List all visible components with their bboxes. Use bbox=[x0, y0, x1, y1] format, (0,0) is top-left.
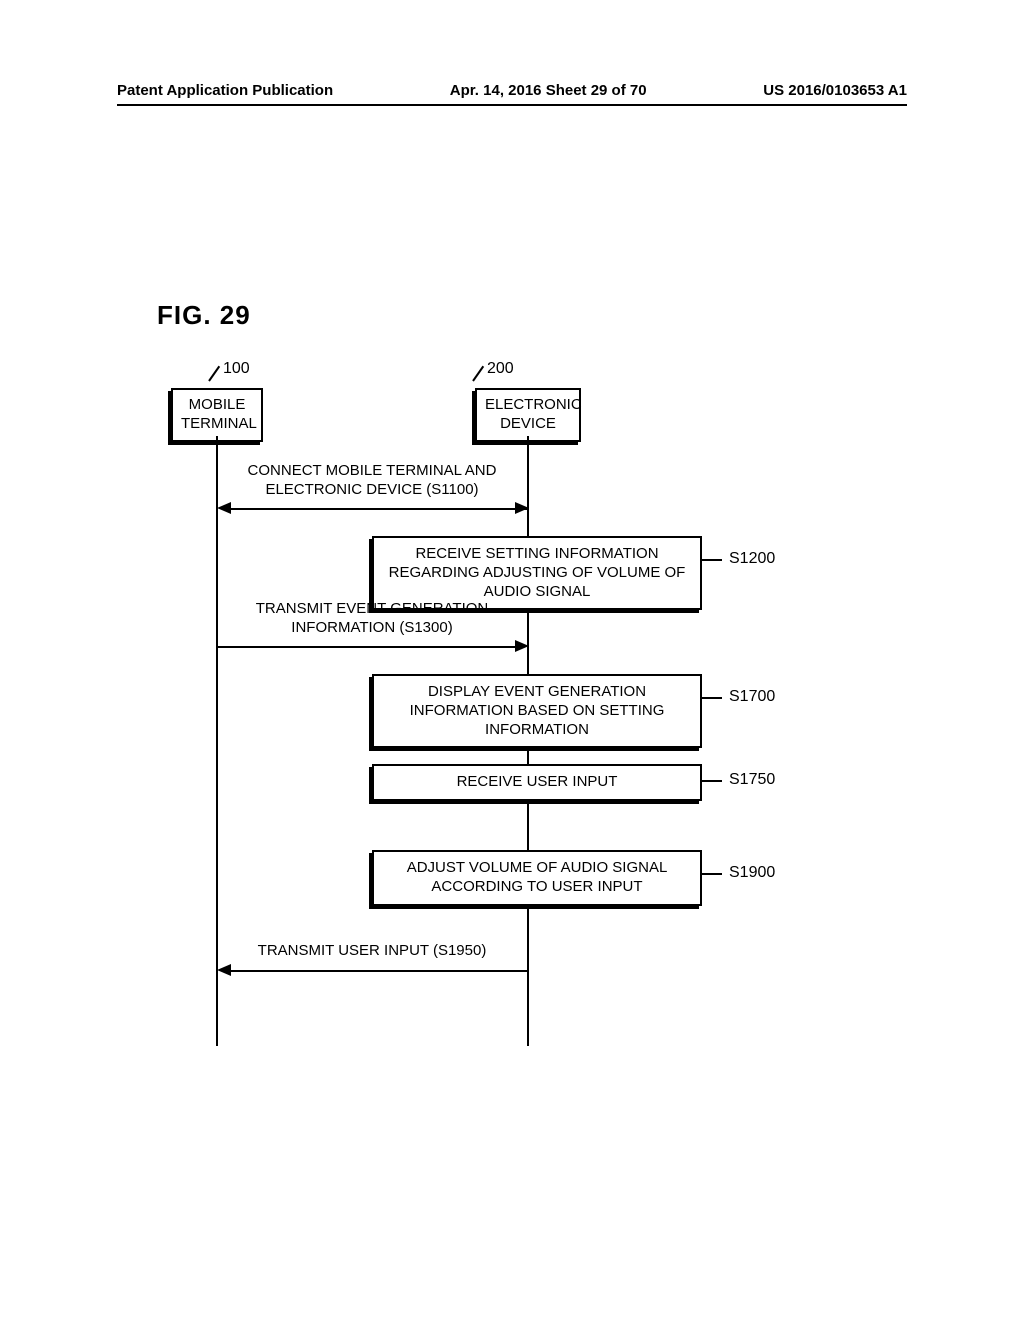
ref-tick bbox=[702, 873, 722, 875]
step-s1700: DISPLAY EVENT GENERATION INFORMATION BAS… bbox=[372, 674, 702, 748]
arrow-head-left-icon bbox=[217, 964, 231, 976]
arrow-line bbox=[229, 508, 527, 510]
ref-tick bbox=[702, 559, 722, 561]
lifeline-mobile bbox=[216, 436, 218, 1046]
arrow-head-right-icon bbox=[515, 502, 529, 514]
header-right: US 2016/0103653 A1 bbox=[763, 82, 907, 99]
sequence-diagram: 100 200 MOBILE TERMINAL ELECTRONIC DEVIC… bbox=[157, 360, 907, 1020]
step-ref-s1900: S1900 bbox=[729, 864, 775, 882]
ref-tick bbox=[472, 366, 484, 382]
page-header: Patent Application Publication Apr. 14, … bbox=[117, 82, 907, 99]
actor-ref-device: 200 bbox=[487, 360, 514, 378]
actor-mobile-terminal: MOBILE TERMINAL bbox=[171, 388, 263, 442]
step-s1900: ADJUST VOLUME OF AUDIO SIGNAL ACCORDING … bbox=[372, 850, 702, 906]
figure-label: FIG. 29 bbox=[157, 300, 251, 331]
step-ref-s1700: S1700 bbox=[729, 688, 775, 706]
actor-electronic-device: ELECTRONIC DEVICE bbox=[475, 388, 581, 442]
arrow-head-right-icon bbox=[515, 640, 529, 652]
step-s1750: RECEIVE USER INPUT bbox=[372, 764, 702, 801]
ref-tick bbox=[702, 780, 722, 782]
step-text: RECEIVE USER INPUT bbox=[457, 773, 618, 790]
header-center: Apr. 14, 2016 Sheet 29 of 70 bbox=[450, 82, 647, 99]
arrow-head-left-icon bbox=[217, 502, 231, 514]
ref-tick bbox=[208, 366, 220, 382]
msg-connect: CONNECT MOBILE TERMINAL AND ELECTRONIC D… bbox=[227, 462, 517, 500]
actor-label: MOBILE TERMINAL bbox=[181, 396, 257, 432]
ref-tick bbox=[702, 697, 722, 699]
step-ref-s1200: S1200 bbox=[729, 550, 775, 568]
header-rule bbox=[117, 104, 907, 106]
step-text: RECEIVE SETTING INFORMATION REGARDING AD… bbox=[389, 545, 686, 600]
step-text: ADJUST VOLUME OF AUDIO SIGNAL ACCORDING … bbox=[407, 859, 668, 895]
msg-transmit-event: TRANSMIT EVENT GENERATION INFORMATION (S… bbox=[247, 600, 497, 638]
header-left: Patent Application Publication bbox=[117, 82, 333, 99]
actor-ref-mobile: 100 bbox=[223, 360, 250, 378]
step-ref-s1750: S1750 bbox=[729, 771, 775, 789]
arrow-line bbox=[229, 970, 527, 972]
msg-transmit-user-input: TRANSMIT USER INPUT (S1950) bbox=[247, 942, 497, 961]
arrow-line bbox=[217, 646, 515, 648]
actor-label: ELECTRONIC DEVICE bbox=[485, 396, 582, 432]
step-text: DISPLAY EVENT GENERATION INFORMATION BAS… bbox=[410, 683, 665, 738]
